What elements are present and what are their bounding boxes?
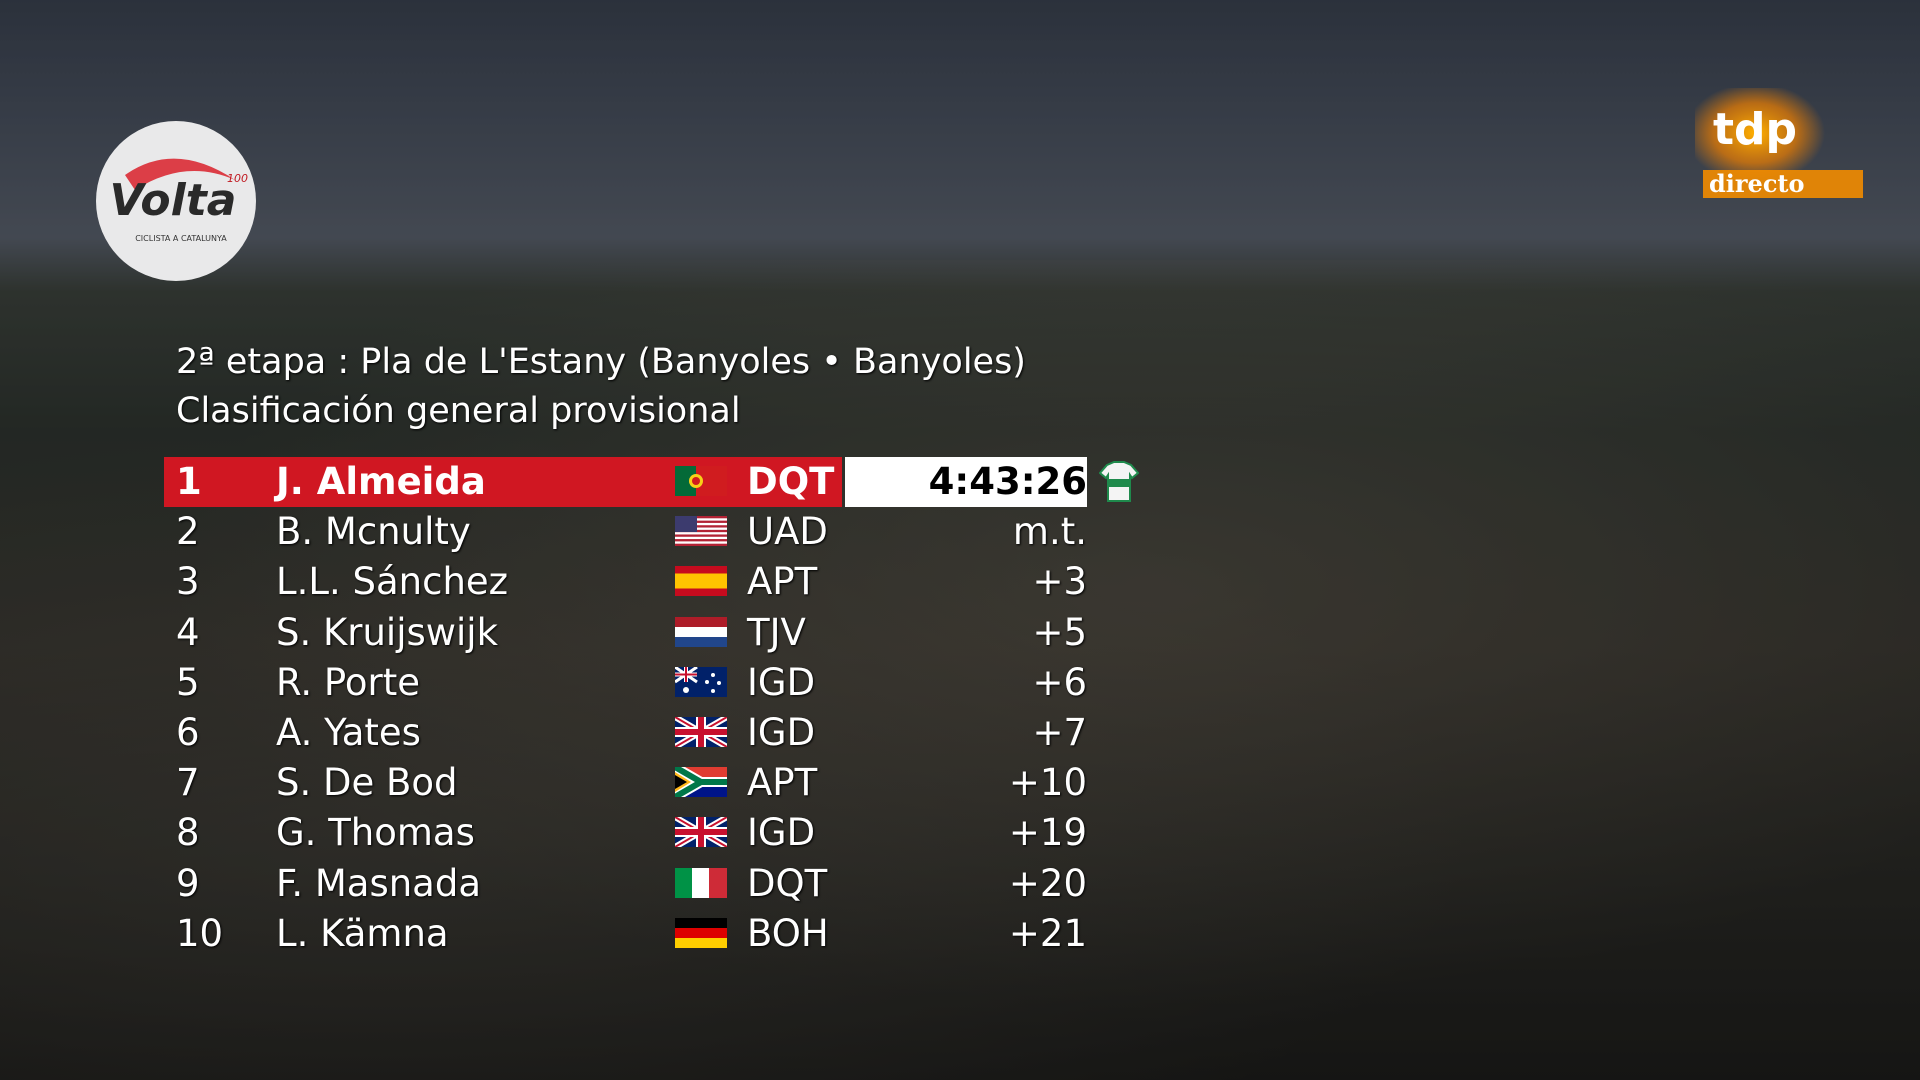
logo-number: 100: [227, 172, 248, 185]
rider-name: L. Kämna: [276, 911, 449, 955]
time-gap: +21: [1008, 911, 1087, 955]
standing-row: 7 S. De Bod APT +10: [164, 758, 1087, 808]
time-gap: +5: [1032, 610, 1087, 654]
position: 9: [176, 861, 200, 905]
rider-name: L.L. Sánchez: [276, 560, 509, 604]
team-code: DQT: [747, 460, 835, 503]
rider-name: B. Mcnulty: [276, 510, 471, 554]
country-flag: [675, 917, 727, 948]
rider-name: S. De Bod: [276, 761, 458, 805]
team-code: BOH: [747, 911, 829, 955]
time-gap: +3: [1032, 560, 1087, 604]
team-code: IGD: [747, 811, 816, 855]
time-gap: +20: [1008, 861, 1087, 905]
team-code: APT: [747, 560, 818, 604]
country-flag: [675, 666, 727, 697]
standing-row: 9 F. Masnada DQT +20: [164, 859, 1087, 909]
volta-logo: Volta 100 CICLISTA A CATALUNYA: [96, 121, 256, 281]
position: 1: [176, 460, 202, 503]
time-box: [845, 457, 1087, 507]
country-flag: [675, 867, 727, 898]
country-flag: [675, 616, 727, 647]
rider-name: S. Kruijswijk: [276, 610, 499, 654]
tdp-text: tdp: [1713, 104, 1797, 155]
time-gap: +7: [1032, 711, 1087, 754]
standing-row: 4 S. Kruijswijk TJV +5: [164, 608, 1087, 658]
team-code: DQT: [747, 861, 828, 905]
stage-title: 2ª etapa : Pla de L'Estany (Banyoles • B…: [176, 342, 1026, 382]
position: 8: [176, 811, 200, 855]
standing-row: 2 B. Mcnulty UAD m.t.: [164, 507, 1087, 557]
position: 5: [176, 660, 200, 704]
background-landscape: [0, 260, 1920, 1080]
live-label: directo: [1709, 169, 1805, 198]
team-code: UAD: [747, 510, 828, 554]
position: 10: [176, 911, 224, 955]
team-code: IGD: [747, 660, 816, 704]
country-flag: [675, 817, 727, 848]
standing-row: 6 A. Yates IGD +7: [164, 708, 1087, 758]
rider-name: F. Masnada: [276, 861, 482, 905]
country-flag: [675, 767, 727, 798]
country-flag: [675, 516, 727, 547]
position: 2: [176, 510, 200, 554]
leader-jersey: [1099, 461, 1139, 502]
classification-title: Clasificación general provisional: [176, 391, 741, 431]
time-gap: +10: [1008, 761, 1087, 805]
standing-row: 8 G. Thomas IGD +19: [164, 808, 1087, 858]
logo-subtitle: CICLISTA A CATALUNYA: [135, 234, 227, 243]
logo-text: Volta: [110, 175, 237, 226]
position: 3: [176, 560, 200, 604]
position: 6: [176, 711, 200, 754]
country-flag: [675, 566, 727, 597]
position: 7: [176, 761, 200, 805]
standing-row: 10 L. Kämna BOH +21: [164, 909, 1087, 959]
rider-name: J. Almeida: [276, 460, 486, 503]
time-gap: +6: [1032, 660, 1087, 704]
leader-bar: [164, 457, 842, 507]
time-gap: +19: [1008, 811, 1087, 855]
rider-name: G. Thomas: [276, 811, 475, 855]
rider-name: A. Yates: [276, 711, 421, 754]
country-flag: [675, 466, 727, 496]
tdp-logo: tdp directo: [1695, 88, 1863, 198]
team-code: IGD: [747, 711, 816, 754]
position: 4: [176, 610, 200, 654]
standing-row: 5 R. Porte IGD +6: [164, 658, 1087, 708]
standing-row: 3 L.L. Sánchez APT +3: [164, 557, 1087, 607]
team-code: APT: [747, 761, 818, 805]
time-gap: 4:43:26: [928, 460, 1087, 503]
leader-row: 1 J. Almeida DQT 4:43:26: [164, 457, 1139, 507]
country-flag: [675, 717, 727, 747]
team-code: TJV: [747, 610, 806, 654]
time-gap: m.t.: [1012, 510, 1087, 554]
rider-name: R. Porte: [276, 660, 421, 704]
